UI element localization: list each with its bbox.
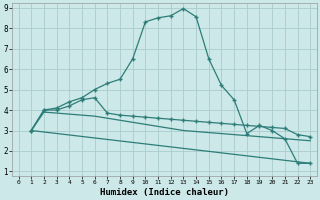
- X-axis label: Humidex (Indice chaleur): Humidex (Indice chaleur): [100, 188, 229, 197]
